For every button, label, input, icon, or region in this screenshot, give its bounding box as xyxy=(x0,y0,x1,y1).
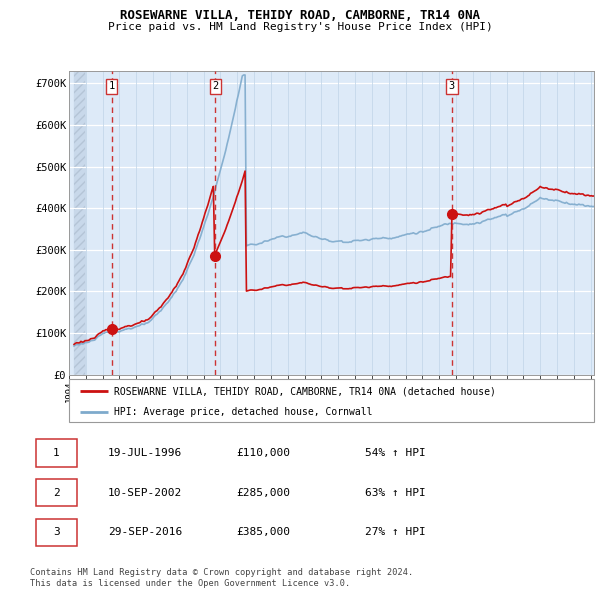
FancyBboxPatch shape xyxy=(35,440,77,467)
Text: HPI: Average price, detached house, Cornwall: HPI: Average price, detached house, Corn… xyxy=(113,407,372,417)
Text: £285,000: £285,000 xyxy=(236,488,290,497)
Text: 3: 3 xyxy=(53,527,60,537)
Text: 27% ↑ HPI: 27% ↑ HPI xyxy=(365,527,425,537)
Text: 3: 3 xyxy=(449,81,455,91)
FancyBboxPatch shape xyxy=(69,379,594,422)
Text: ROSEWARNE VILLA, TEHIDY ROAD, CAMBORNE, TR14 0NA: ROSEWARNE VILLA, TEHIDY ROAD, CAMBORNE, … xyxy=(120,9,480,22)
Text: Price paid vs. HM Land Registry's House Price Index (HPI): Price paid vs. HM Land Registry's House … xyxy=(107,22,493,32)
Text: 1: 1 xyxy=(109,81,115,91)
Text: 19-JUL-1996: 19-JUL-1996 xyxy=(108,448,182,458)
Text: 2: 2 xyxy=(53,488,60,497)
Text: 54% ↑ HPI: 54% ↑ HPI xyxy=(365,448,425,458)
Text: £385,000: £385,000 xyxy=(236,527,290,537)
Text: 29-SEP-2016: 29-SEP-2016 xyxy=(108,527,182,537)
Text: £110,000: £110,000 xyxy=(236,448,290,458)
Polygon shape xyxy=(74,71,85,375)
FancyBboxPatch shape xyxy=(35,479,77,506)
Text: 10-SEP-2002: 10-SEP-2002 xyxy=(108,488,182,497)
Text: 2: 2 xyxy=(212,81,218,91)
Text: 1: 1 xyxy=(53,448,60,458)
FancyBboxPatch shape xyxy=(35,519,77,546)
Text: Contains HM Land Registry data © Crown copyright and database right 2024.: Contains HM Land Registry data © Crown c… xyxy=(30,568,413,576)
Text: This data is licensed under the Open Government Licence v3.0.: This data is licensed under the Open Gov… xyxy=(30,579,350,588)
Text: ROSEWARNE VILLA, TEHIDY ROAD, CAMBORNE, TR14 0NA (detached house): ROSEWARNE VILLA, TEHIDY ROAD, CAMBORNE, … xyxy=(113,386,496,396)
Text: 63% ↑ HPI: 63% ↑ HPI xyxy=(365,488,425,497)
